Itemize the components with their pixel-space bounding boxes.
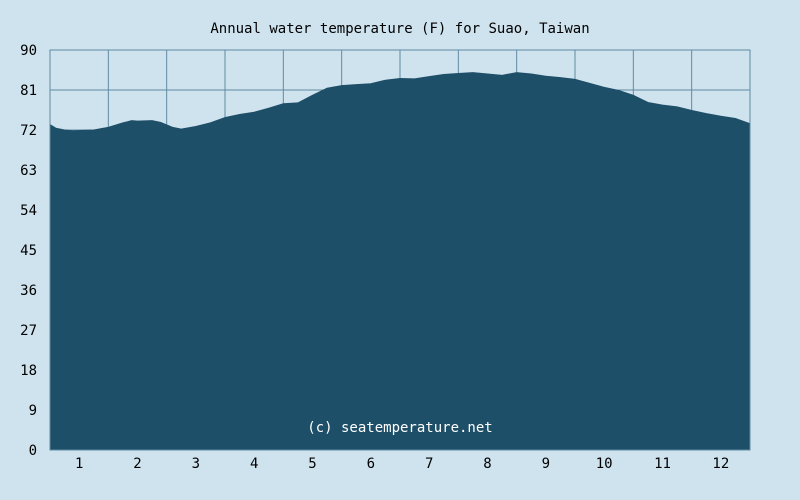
y-tick-label: 36 (20, 283, 37, 299)
x-tick-label: 10 (596, 456, 613, 472)
x-tick-label: 8 (483, 456, 491, 472)
x-tick-label: 2 (133, 456, 141, 472)
y-tick-label: 27 (20, 323, 37, 339)
x-tick-label: 7 (425, 456, 433, 472)
x-tick-label: 5 (308, 456, 316, 472)
y-tick-label: 9 (29, 403, 37, 419)
x-tick-label: 6 (367, 456, 375, 472)
y-tick-label: 54 (20, 203, 37, 219)
temperature-area (49, 72, 751, 451)
x-tick-label: 11 (654, 456, 671, 472)
y-tick-label: 81 (20, 83, 37, 99)
watermark-text: (c) seatemperature.net (307, 420, 492, 436)
y-tick-label: 90 (20, 43, 37, 59)
y-tick-label: 0 (29, 443, 37, 459)
chart-title: Annual water temperature (F) for Suao, T… (210, 21, 589, 37)
y-tick-label: 45 (20, 243, 37, 259)
y-tick-label: 72 (20, 123, 37, 139)
series-layer (49, 72, 751, 451)
x-tick-label: 1 (75, 456, 83, 472)
x-tick-label: 12 (712, 456, 729, 472)
x-tick-label: 3 (192, 456, 200, 472)
y-tick-label: 63 (20, 163, 37, 179)
y-tick-label: 18 (20, 363, 37, 379)
plot-frame (49, 49, 751, 451)
x-tick-label: 9 (542, 456, 550, 472)
x-tick-label: 4 (250, 456, 258, 472)
